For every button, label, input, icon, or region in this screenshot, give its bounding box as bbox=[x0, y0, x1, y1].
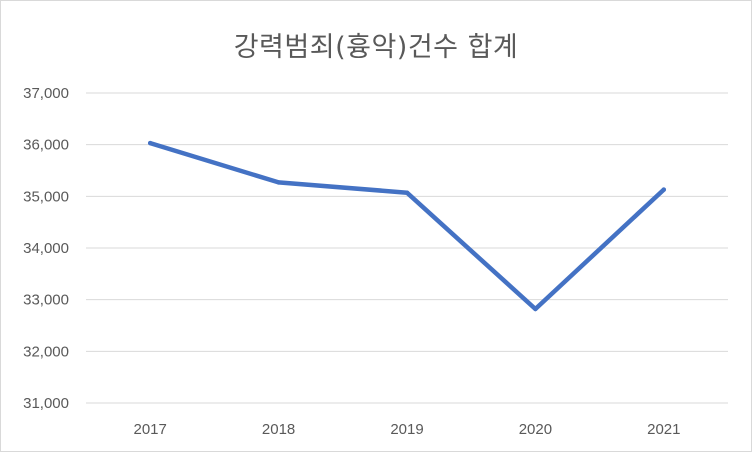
x-tick-label: 2019 bbox=[390, 421, 423, 438]
series-line bbox=[147, 140, 667, 312]
y-tick-label: 34,000 bbox=[23, 240, 69, 257]
y-tick-label: 33,000 bbox=[23, 292, 69, 309]
data-point bbox=[661, 187, 666, 192]
x-tick-label: 2018 bbox=[262, 421, 295, 438]
x-tick-label: 2021 bbox=[647, 421, 680, 438]
y-tick-label: 31,000 bbox=[23, 395, 69, 412]
y-tick-label: 36,000 bbox=[23, 137, 69, 154]
y-tick-label: 32,000 bbox=[23, 343, 69, 360]
chart-title: 강력범죄(흉악)건수 합계 bbox=[233, 32, 519, 63]
y-tick-label: 35,000 bbox=[23, 188, 69, 205]
x-tick-label: 2017 bbox=[134, 421, 167, 438]
x-tick-label: 2020 bbox=[519, 421, 552, 438]
data-point bbox=[404, 190, 410, 195]
data-point bbox=[276, 180, 281, 185]
data-point bbox=[148, 140, 153, 146]
y-tick-label: 37,000 bbox=[23, 85, 69, 102]
data-point bbox=[533, 306, 538, 312]
